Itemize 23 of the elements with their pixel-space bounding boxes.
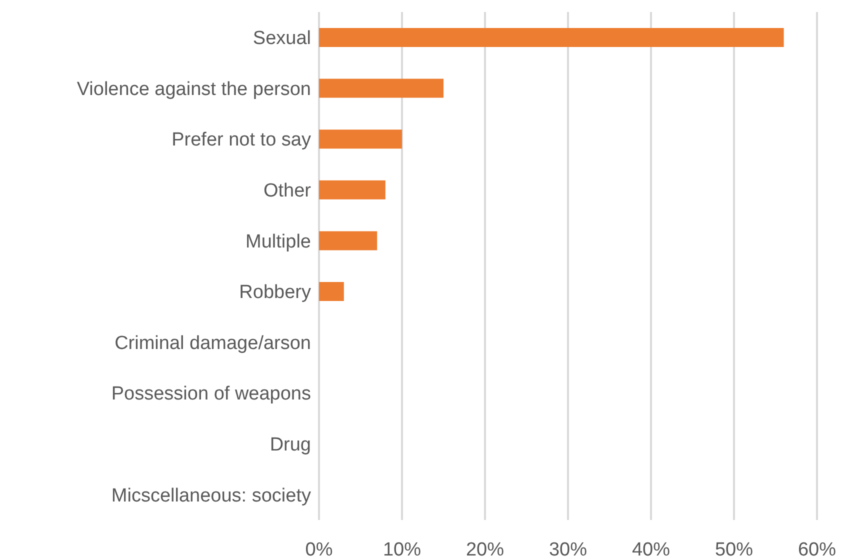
y-tick-label: Micscellaneous: society [111, 485, 312, 506]
y-tick-label: Criminal damage/arson [114, 332, 311, 354]
x-tick-label: 30% [548, 539, 588, 560]
y-tick-label: Sexual [252, 28, 311, 50]
bar [319, 78, 444, 98]
x-tick-label: 20% [466, 539, 504, 560]
y-tick-label: Robbery [239, 282, 312, 304]
x-tick-label: 50% [714, 539, 754, 560]
y-tick-label: Multiple [246, 231, 311, 252]
y-tick-label: Other [263, 180, 312, 202]
x-tick-label: 60% [798, 539, 836, 560]
y-tick-label: Violence against the person [76, 78, 311, 100]
y-tick-label: Drug [270, 434, 311, 456]
bar [319, 180, 386, 200]
x-tick-label: 10% [382, 539, 422, 560]
y-tick-label: Prefer not to say [172, 130, 312, 151]
x-tick-label: 0% [305, 539, 333, 560]
x-tick-label: 40% [632, 539, 670, 560]
bar [319, 28, 784, 47]
bar [319, 282, 344, 301]
y-tick-label: Possession of weapons [111, 384, 311, 405]
bar [319, 231, 378, 250]
bar [319, 130, 402, 149]
